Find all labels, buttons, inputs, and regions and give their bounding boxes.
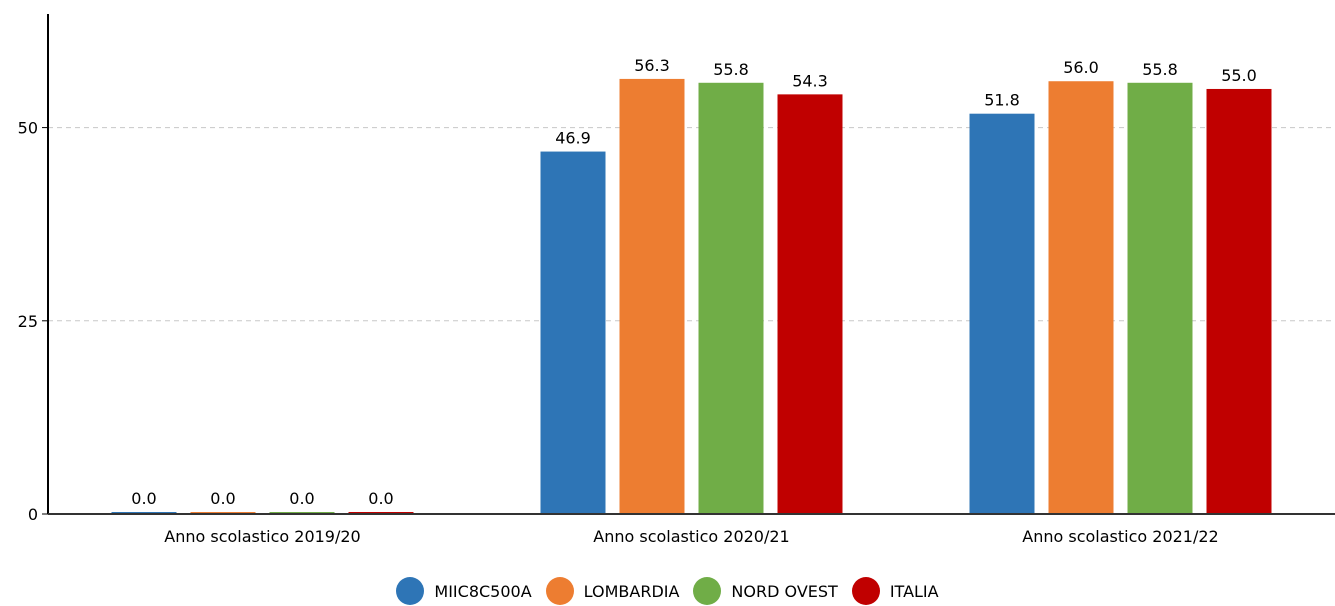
legend-swatch-icon xyxy=(851,577,880,605)
axes: 0 25 50 Anno scolastico 2019/20 Anno scolast… xyxy=(18,14,1335,546)
legend-swatch-icon xyxy=(396,577,425,605)
data-label: 0.0 xyxy=(210,489,235,508)
data-label: 46.9 xyxy=(555,129,591,148)
y-tick-label: 0 xyxy=(28,505,38,524)
data-label: 0.0 xyxy=(131,489,156,508)
y-tick-label: 25 xyxy=(18,312,38,331)
bar xyxy=(777,94,843,514)
data-labels: 0.0 0.0 0.0 0.0 46.9 56.3 55.8 54.3 51.8 56.0 55.8… xyxy=(131,56,1257,508)
bar xyxy=(698,82,764,514)
bar xyxy=(540,151,606,514)
legend-item[interactable]: MIIC8C500A xyxy=(396,577,532,605)
legend-label: LOMBARDIA xyxy=(583,581,680,601)
legend-label: NORD OVEST xyxy=(731,581,838,601)
bar-chart: 0.0 0.0 0.0 0.0 46.9 56.3 55.8 54.3 51.8 56.0 55.8… xyxy=(18,14,1335,546)
data-label: 51.8 xyxy=(984,91,1020,110)
data-label: 56.0 xyxy=(1063,58,1099,77)
bars xyxy=(111,78,1272,515)
legend: MIIC8C500A LOMBARDIA NORD OVEST ITALIA xyxy=(0,576,1335,606)
legend-item[interactable]: NORD OVEST xyxy=(693,577,838,605)
y-tick-label: 50 xyxy=(18,119,38,138)
bar xyxy=(619,78,685,515)
legend-label: MIIC8C500A xyxy=(434,581,532,601)
data-label: 55.8 xyxy=(713,60,749,79)
bar xyxy=(1048,81,1114,514)
data-label: 55.0 xyxy=(1221,66,1257,85)
bar xyxy=(969,113,1035,514)
data-label: 55.8 xyxy=(1142,60,1178,79)
data-label: 0.0 xyxy=(368,489,393,508)
bar xyxy=(1127,82,1193,514)
gridlines xyxy=(48,127,1335,322)
legend-item[interactable]: ITALIA xyxy=(851,577,939,605)
legend-swatch-icon xyxy=(693,577,722,605)
bar xyxy=(1206,88,1272,514)
data-label: 0.0 xyxy=(289,489,314,508)
x-category-label: Anno scolastico 2019/20 xyxy=(164,527,360,546)
data-label: 54.3 xyxy=(792,71,828,90)
x-category-label: Anno scolastico 2021/22 xyxy=(1022,527,1218,546)
legend-label: ITALIA xyxy=(889,581,939,601)
legend-item[interactable]: LOMBARDIA xyxy=(545,577,680,605)
data-label: 56.3 xyxy=(634,56,670,75)
legend-swatch-icon xyxy=(545,577,574,605)
x-category-label: Anno scolastico 2020/21 xyxy=(593,527,789,546)
